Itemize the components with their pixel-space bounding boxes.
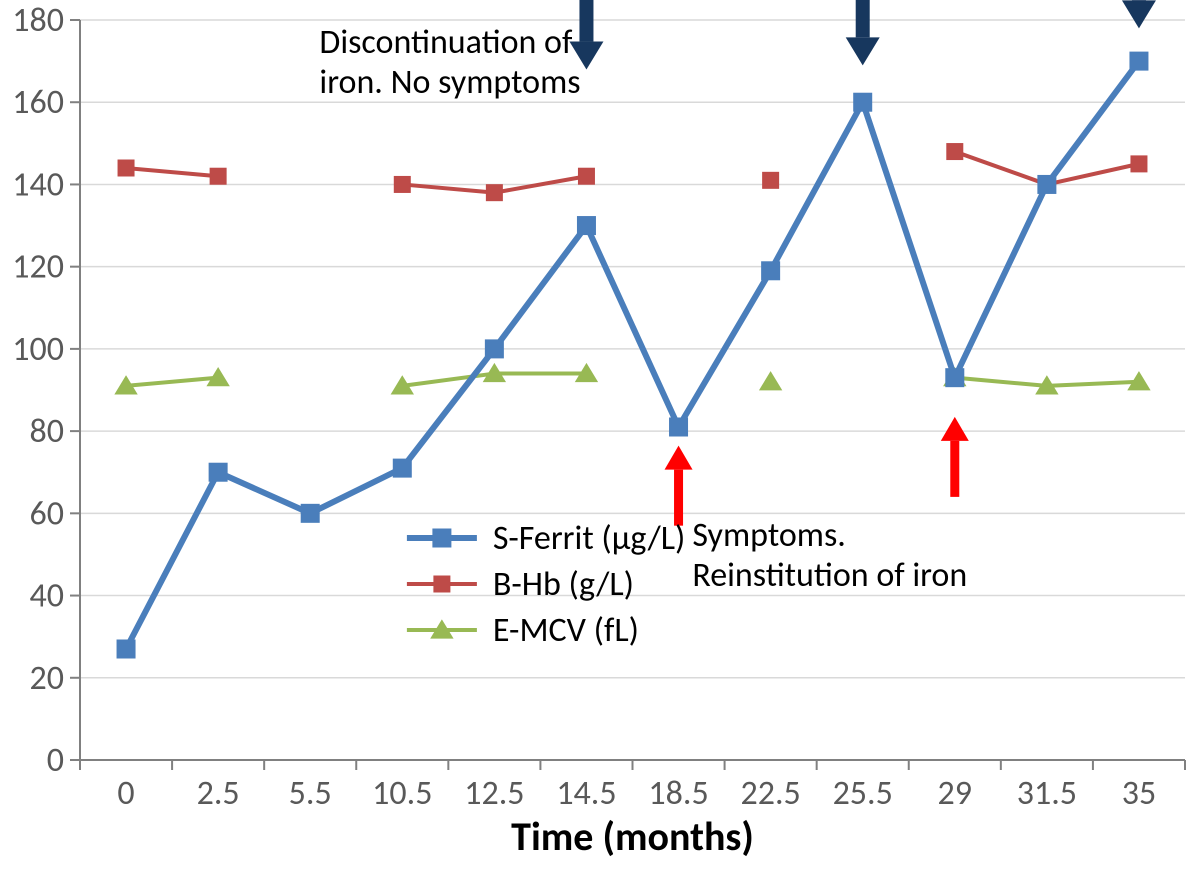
svg-text:S-Ferrit (µg/L): S-Ferrit (µg/L) [493,518,685,559]
arrow-down-icon [569,0,603,69]
legend-item: S-Ferrit (µg/L) [407,518,685,559]
arrow-down-icon [846,0,880,65]
svg-text:40: 40 [30,576,64,617]
svg-text:25.5: 25.5 [833,773,893,814]
series-B-Hb (g/L) [118,144,1147,201]
svg-text:12.5: 12.5 [464,773,524,814]
svg-text:14.5: 14.5 [556,773,616,814]
svg-text:Discontinuation of: Discontinuation of [319,22,573,63]
svg-text:B-Hb (g/L): B-Hb (g/L) [493,564,634,605]
svg-text:22.5: 22.5 [740,773,800,814]
svg-text:35: 35 [1122,773,1156,814]
svg-text:60: 60 [30,493,64,534]
svg-text:10.5: 10.5 [372,773,432,814]
svg-text:Reinstitution of iron: Reinstitution of iron [692,555,967,596]
svg-text:18.5: 18.5 [648,773,708,814]
svg-text:20: 20 [30,658,64,699]
svg-text:140: 140 [12,164,64,205]
svg-text:100: 100 [12,329,64,370]
svg-text:5.5: 5.5 [289,773,332,814]
line-chart: 0 20 40 60 80 100 120 140 160 180 0 2.5 5.5 10.5 12.5 1… [0,0,1200,877]
svg-text:29: 29 [938,773,972,814]
svg-text:Symptoms.: Symptoms. [692,515,846,556]
annotation-text: Symptoms.Reinstitution of iron [692,515,967,596]
chart-container: 0 20 40 60 80 100 120 140 160 180 0 2.5 5.5 10.5 12.5 1… [0,0,1200,877]
svg-text:80: 80 [30,411,64,452]
svg-text:E-MCV (fL): E-MCV (fL) [493,610,639,651]
svg-text:Time (months): Time (months) [511,812,754,861]
svg-text:0: 0 [117,773,134,814]
svg-text:180: 180 [12,0,64,41]
svg-text:2.5: 2.5 [197,773,240,814]
svg-text:iron. No symptoms: iron. No symptoms [319,62,580,103]
arrow-down-icon [1122,0,1156,28]
arrow-up-icon [941,417,969,497]
svg-text:160: 160 [12,82,64,123]
svg-text:0: 0 [47,740,64,781]
svg-text:31.5: 31.5 [1017,773,1077,814]
legend-item: E-MCV (fL) [407,610,639,651]
series-E-MCV (fL) [115,364,1150,394]
annotation-text: Discontinuation ofiron. No symptoms [319,22,580,103]
legend-item: B-Hb (g/L) [407,564,634,605]
svg-text:120: 120 [12,247,64,288]
